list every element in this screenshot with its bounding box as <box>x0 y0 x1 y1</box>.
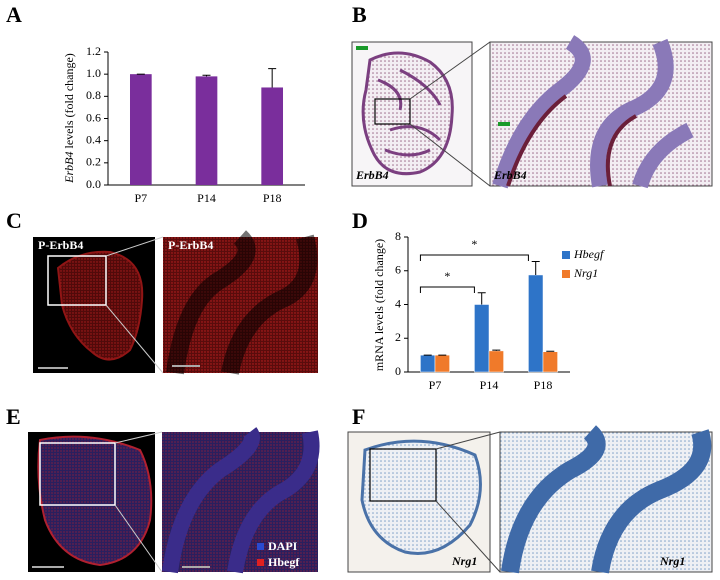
bar <box>420 354 436 373</box>
y-tick-label: 0.8 <box>86 88 101 102</box>
x-tick-label: P7 <box>429 378 442 392</box>
scale-bar <box>498 122 510 126</box>
significance-bracket <box>419 254 529 261</box>
zoom-line <box>114 431 163 444</box>
image-label: P-ErbB4 <box>38 238 83 252</box>
significance-star: * <box>444 269 450 283</box>
x-tick-label: P18 <box>534 378 553 392</box>
panel-letter: F <box>352 404 365 429</box>
error-bar <box>202 74 211 77</box>
tissue-folds <box>377 68 442 157</box>
bar <box>528 274 544 373</box>
y-tick-label: 4 <box>395 296 401 310</box>
image-label: Nrg1 <box>659 554 685 568</box>
zoom-box <box>39 442 116 506</box>
error-bar <box>546 350 555 352</box>
y-axis-title-gene: ErbB4 <box>62 151 76 183</box>
image-label: ErbB4 <box>493 168 527 182</box>
panel-letter: C <box>6 208 22 233</box>
legend-swatch <box>562 270 570 278</box>
legend-swatch <box>257 543 264 550</box>
y-axis-title: ErbB4 levels (fold change) <box>62 53 76 184</box>
scale-bar <box>356 46 368 50</box>
significance-star: * <box>471 237 477 251</box>
panel-c: P-ErbB4 P-ErbB4 <box>33 230 318 375</box>
x-tick-label: P7 <box>134 191 147 205</box>
tissue-layer <box>492 35 694 189</box>
y-tick-label: 0.2 <box>86 155 101 169</box>
y-tick-label: 6 <box>395 263 401 277</box>
y-tick-label: 2 <box>395 330 401 344</box>
error-bar <box>531 260 540 275</box>
zoom-box <box>374 98 411 125</box>
significance-bracket <box>419 286 475 293</box>
zoom-box <box>369 448 437 502</box>
y-tick-label: 0.4 <box>86 132 101 146</box>
error-bar <box>492 349 501 351</box>
panel-letters: A B C D E F <box>6 2 368 429</box>
y-tick-label: 0.6 <box>86 110 101 124</box>
panel-letter: E <box>6 404 21 429</box>
scale-bar <box>172 365 200 367</box>
y-axis-title: mRNA levels (fold change) <box>372 239 386 371</box>
panel-letter: D <box>352 208 368 233</box>
legend-label: DAPI <box>268 539 298 553</box>
y-axis-title-rest: levels (fold change) <box>62 53 76 148</box>
bar <box>434 354 450 373</box>
scale-bar <box>182 566 210 568</box>
legend-label: Hbegf <box>573 247 605 261</box>
zoom-line <box>409 123 491 187</box>
bar <box>195 76 218 185</box>
zoom-line <box>105 304 164 374</box>
tissue-layer <box>501 425 712 574</box>
x-tick-label: P14 <box>480 378 499 392</box>
y-tick-label: 8 <box>395 229 401 243</box>
y-tick-label: 0 <box>395 364 401 378</box>
bar <box>542 351 558 373</box>
bar <box>488 350 504 373</box>
scale-bar <box>32 566 64 568</box>
legend-swatch <box>562 251 570 259</box>
zoom-line <box>409 41 491 100</box>
image-label: ErbB4 <box>355 168 389 182</box>
panel-letter: A <box>6 2 22 27</box>
bar <box>129 74 152 185</box>
zoom-line <box>114 504 163 573</box>
zoom-line <box>435 431 501 450</box>
scale-bar <box>38 367 68 369</box>
error-bar <box>268 68 277 88</box>
bar <box>261 87 284 185</box>
tissue-layer <box>506 94 638 187</box>
image-label: P-ErbB4 <box>168 238 213 252</box>
panel-e: DAPI Hbegf <box>28 427 320 574</box>
tissue-layer <box>166 230 318 375</box>
panel-f: Nrg1 Nrg1 <box>347 425 713 574</box>
tissue <box>360 439 482 555</box>
y-tick-label: 0.0 <box>86 177 101 191</box>
error-bar <box>477 292 486 305</box>
y-tick-label: 1.2 <box>86 44 101 58</box>
zoom-line <box>105 236 164 257</box>
legend-label: Nrg1 <box>573 266 598 280</box>
panel-letter: B <box>352 2 367 27</box>
y-tick-label: 1.0 <box>86 66 101 80</box>
image-label: Nrg1 <box>451 554 477 568</box>
zoom-line <box>435 500 501 573</box>
bar <box>474 304 490 373</box>
x-tick-label: P18 <box>263 191 282 205</box>
x-tick-label: P14 <box>197 191 216 205</box>
legend-label: Hbegf <box>268 555 300 569</box>
zoom-box <box>47 255 107 306</box>
legend-swatch <box>257 559 264 566</box>
tissue-layer <box>162 427 320 574</box>
tissue <box>37 435 153 567</box>
panel-b: ErbB4 ErbB4 <box>351 35 713 189</box>
